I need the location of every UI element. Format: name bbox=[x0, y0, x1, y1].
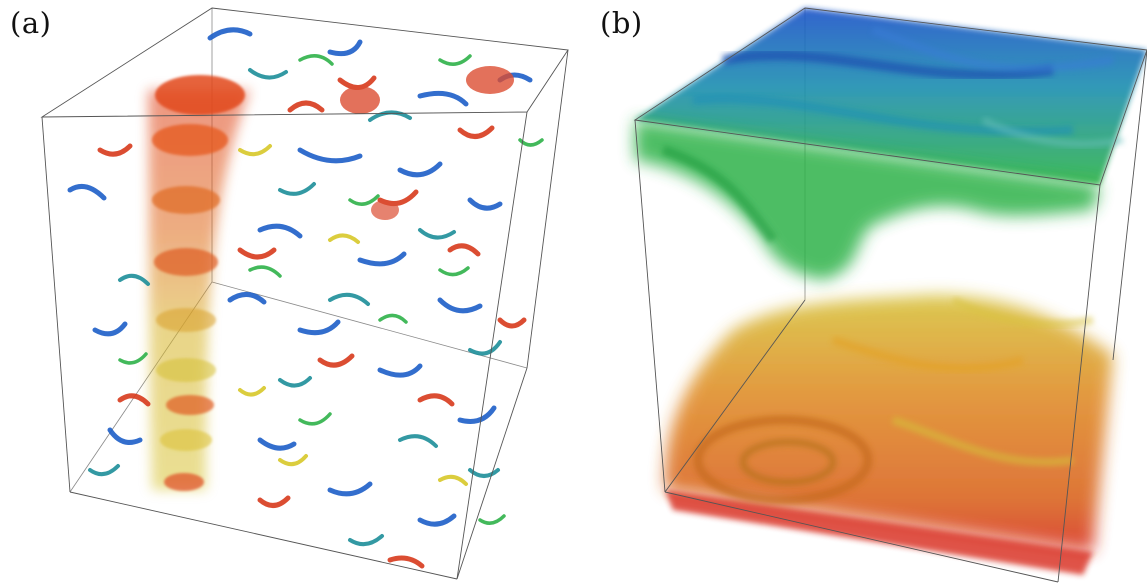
cube-front-edges bbox=[40, 7, 569, 580]
vortex-column bbox=[148, 75, 250, 491]
cube-front-edges bbox=[633, 7, 1147, 583]
hot-lower-layer bbox=[664, 295, 1113, 575]
cold-upper-layer bbox=[635, 8, 1147, 280]
vortex-filaments bbox=[67, 27, 544, 569]
temperature-volume-render bbox=[633, 7, 1147, 583]
panel-b: (b) bbox=[573, 0, 1147, 585]
panel-a: (a) bbox=[0, 0, 573, 585]
panel-a-label: (a) bbox=[10, 6, 52, 40]
vortex-volume-render bbox=[40, 7, 569, 580]
panel-b-label: (b) bbox=[600, 6, 643, 40]
